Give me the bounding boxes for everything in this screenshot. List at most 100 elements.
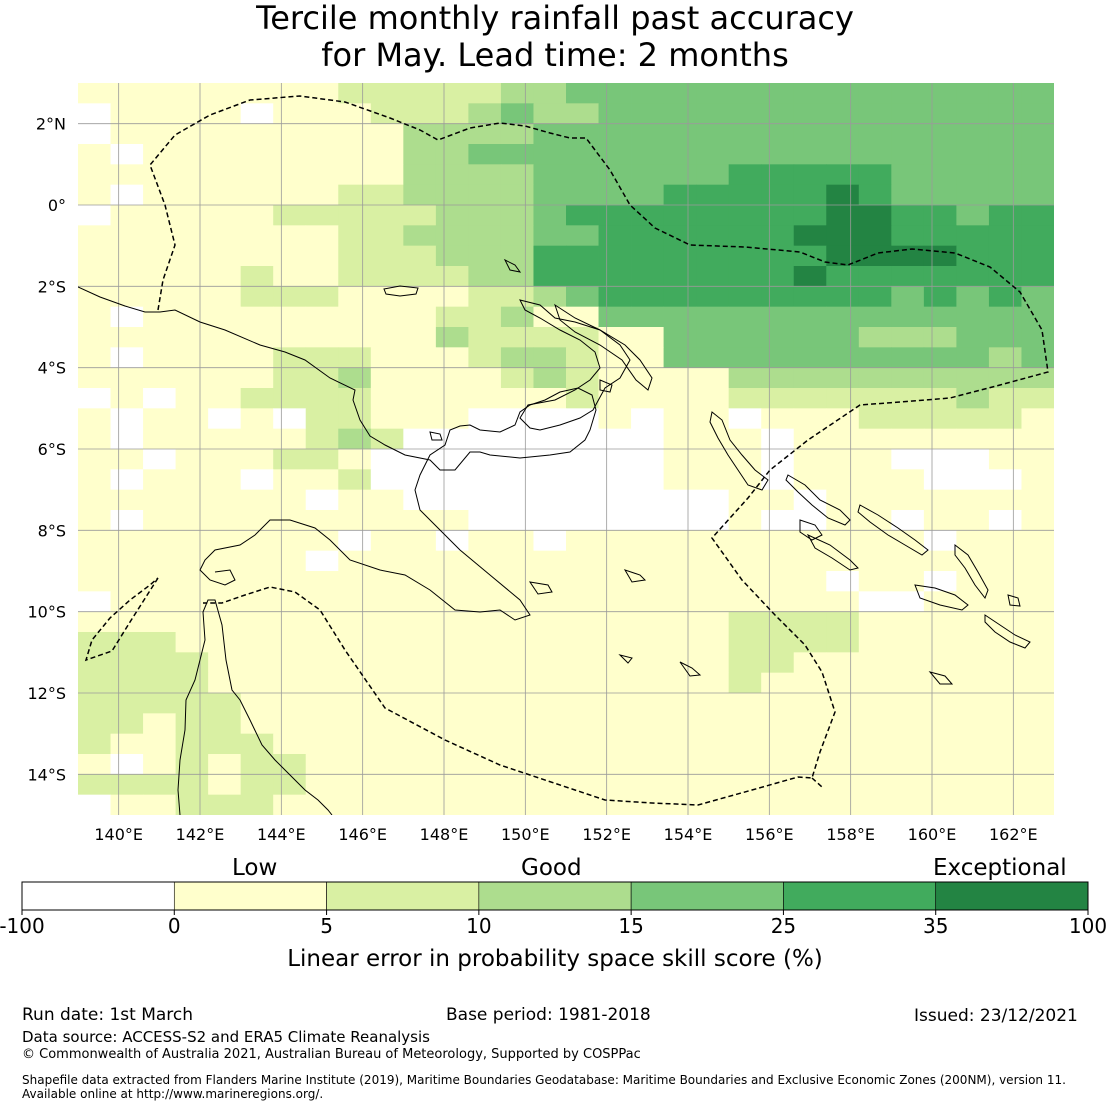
- skill-cell: [305, 347, 339, 369]
- skill-cell: [598, 449, 632, 470]
- skill-cell: [696, 489, 730, 511]
- skill-cell: [208, 123, 242, 145]
- skill-cell: [435, 388, 469, 409]
- skill-cell: [858, 83, 892, 104]
- skill-cell: [696, 550, 730, 572]
- skill-cell: [1021, 103, 1054, 125]
- skill-cell: [500, 286, 534, 308]
- skill-cell: [566, 286, 599, 308]
- y-tick-label: 6°S: [38, 440, 66, 459]
- skill-cell: [761, 184, 795, 206]
- skill-cell: [891, 367, 925, 389]
- skill-cell: [1021, 591, 1054, 613]
- skill-cell: [761, 571, 795, 592]
- skill-cell: [793, 693, 827, 714]
- skill-cell: [826, 225, 860, 247]
- skill-cell: [240, 408, 274, 430]
- skill-cell: [598, 245, 632, 267]
- skill-cell: [761, 754, 795, 775]
- skill-cell: [175, 286, 209, 308]
- skill-cell: [110, 286, 144, 308]
- skill-cell: [858, 713, 892, 735]
- skill-cell: [696, 306, 730, 328]
- skill-cell: [240, 794, 274, 815]
- skill-cell: [663, 510, 697, 531]
- skill-cell: [305, 733, 339, 755]
- skill-cell: [988, 103, 1022, 125]
- skill-cell: [143, 327, 176, 348]
- skill-cell: [988, 530, 1022, 552]
- skill-cell: [533, 489, 567, 511]
- skill-cell: [338, 571, 372, 592]
- skill-cell: [338, 144, 372, 165]
- skill-cell: [500, 164, 534, 186]
- skill-cell: [566, 672, 599, 694]
- skill-cell: [240, 733, 274, 755]
- skill-cell: [273, 754, 307, 775]
- skill-cell: [696, 103, 730, 125]
- skill-cell: [761, 632, 795, 653]
- skill-cell: [663, 428, 697, 450]
- skill-cell: [598, 510, 632, 531]
- skill-cell: [305, 144, 339, 165]
- skill-cell: [696, 408, 730, 430]
- skill-cell: [175, 469, 209, 491]
- skill-cell: [761, 164, 795, 186]
- skill-cell: [598, 428, 632, 450]
- skill-cell: [533, 123, 567, 145]
- skill-cell: [143, 489, 176, 511]
- skill-cell: [566, 367, 599, 389]
- skill-cell: [858, 733, 892, 755]
- skill-cell: [78, 286, 111, 308]
- skill-cell: [891, 469, 925, 491]
- skill-cell: [923, 205, 957, 226]
- skill-cell: [273, 144, 307, 165]
- skill-cell: [175, 266, 209, 287]
- skill-cell: [143, 652, 176, 674]
- skill-cell: [696, 83, 730, 104]
- skill-cell: [175, 164, 209, 186]
- skill-cell: [826, 428, 860, 450]
- skill-cell: [793, 754, 827, 775]
- skill-cell: [338, 428, 372, 450]
- x-tick-label: 156°E: [745, 825, 794, 844]
- skill-cell: [208, 327, 242, 348]
- skill-cell: [598, 672, 632, 694]
- skill-cell: [988, 245, 1022, 267]
- skill-cell: [793, 286, 827, 308]
- skill-cell: [728, 611, 762, 633]
- skill-cell: [240, 286, 274, 308]
- skill-cell: [826, 123, 860, 145]
- skill-cell: [110, 225, 144, 247]
- skill-cell: [338, 123, 372, 145]
- skill-cell: [631, 754, 664, 775]
- skill-cell: [370, 550, 404, 572]
- skill-cell: [858, 428, 892, 450]
- skill-cell: [403, 367, 437, 389]
- skill-cell: [793, 408, 827, 430]
- skill-cell: [858, 245, 892, 267]
- skill-cell: [370, 103, 404, 125]
- skill-cell: [110, 83, 144, 104]
- skill-cell: [858, 286, 892, 308]
- skill-cell: [143, 347, 176, 369]
- skill-cell: [500, 611, 534, 633]
- skill-cell: [988, 774, 1022, 796]
- skill-cell: [338, 632, 372, 653]
- skill-cell: [435, 530, 469, 552]
- x-tick-label: 146°E: [338, 825, 387, 844]
- skill-cell: [728, 693, 762, 714]
- skill-cell: [988, 428, 1022, 450]
- skill-cell: [761, 286, 795, 308]
- skill-cell: [761, 733, 795, 755]
- skill-cell: [566, 184, 599, 206]
- skill-cell: [305, 510, 339, 531]
- skill-cell: [696, 327, 730, 348]
- skill-cell: [403, 510, 437, 531]
- skill-cell: [338, 754, 372, 775]
- skill-cell: [273, 367, 307, 389]
- skill-cell: [891, 510, 925, 531]
- skill-cell: [631, 225, 664, 247]
- skill-cell: [956, 184, 990, 206]
- skill-cell: [728, 550, 762, 572]
